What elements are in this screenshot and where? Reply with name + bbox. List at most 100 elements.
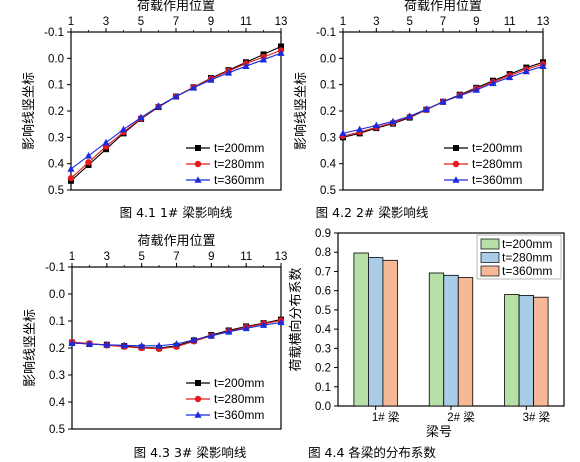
data-point [277, 318, 285, 326]
data-point [372, 121, 380, 129]
x-tick-label: 5 [406, 16, 412, 28]
y-tick-label: 0.2 [49, 343, 65, 355]
legend-label: t=200mm [502, 237, 552, 251]
data-point [172, 340, 181, 347]
data-point [224, 69, 233, 76]
legend-swatch [480, 252, 500, 263]
data-point [103, 340, 111, 348]
y-tick-label: 0.3 [315, 343, 331, 355]
data-point [172, 92, 180, 100]
data-point [119, 125, 128, 133]
y-tick-label: 0.1 [315, 382, 331, 394]
y-tick-label: 0.0 [315, 401, 331, 413]
bar [443, 274, 459, 407]
data-point [489, 79, 497, 87]
x-tick-label: 11 [240, 16, 252, 28]
data-point [389, 117, 397, 125]
y-tick-label: 0.3 [320, 132, 336, 144]
data-point [155, 342, 163, 349]
data-point [137, 113, 145, 121]
data-point [278, 43, 284, 50]
bar [504, 294, 520, 407]
bar-chart-panel: 0.0 0.1 0.2 0.3 0.4 0.5 0.6 0.7 0.8 0.9 1# 梁 2# 梁 3#… [288, 228, 565, 440]
line-chart-panel-1: 1 3 5 7 9 11 13-0.10.00.10.20.30.40.5荷载作用位置影响线… [21, 0, 287, 197]
legend: t=200mm t=280mm t=360mm [186, 141, 264, 187]
bar [533, 296, 549, 407]
y-tick-label: 0.1 [49, 316, 65, 328]
x-tick-label: 7 [173, 251, 179, 263]
x-tick-label: 1 [68, 16, 74, 28]
legend-label: t=200mm [214, 376, 264, 390]
legend-marker [195, 380, 201, 386]
y-tick-label: 0.4 [320, 159, 337, 171]
figure-caption: 图 4.1 1# 梁影响线 [120, 205, 233, 220]
y-tick-label: 0.0 [48, 53, 64, 65]
line-chart-panel-3: 1 3 5 7 9 11 13-0.10.00.10.20.30.40.5荷载作用位置影响线… [22, 234, 287, 436]
legend-label: t=280mm [214, 157, 264, 171]
data-point [85, 340, 94, 347]
x-axis-label: 荷载作用位置 [137, 0, 215, 14]
y-tick-label: 0.3 [48, 132, 64, 144]
data-point [522, 67, 530, 75]
legend-marker [194, 160, 202, 168]
y-tick-label: 0.6 [315, 286, 331, 298]
legend-marker [195, 145, 201, 151]
x-tick-label: 7 [440, 16, 446, 28]
y-tick-label: 0.2 [320, 106, 336, 118]
data-point [67, 165, 75, 172]
figure-caption: 图 4.2 2# 梁影响线 [316, 205, 429, 220]
y-tick-label: 0.5 [48, 185, 64, 197]
legend-label: t=360mm [214, 173, 264, 187]
legend-marker [452, 160, 460, 168]
figure-caption: 图 4.3 3# 梁影响线 [134, 445, 247, 460]
legend-label: t=280mm [472, 157, 522, 171]
data-point [225, 328, 233, 335]
data-point [506, 73, 514, 81]
y-axis-label: 影响线竖坐标 [293, 72, 309, 150]
legend-marker [194, 411, 202, 418]
data-point [207, 332, 215, 339]
data-point [242, 324, 250, 332]
y-axis-label: 影响线竖坐标 [21, 72, 37, 150]
legend-label: t=200mm [214, 141, 264, 155]
x-tick-label: 13 [275, 16, 288, 28]
y-axis-label: 荷载横向分布系数 [288, 267, 304, 371]
category-label: 1# 梁 [372, 410, 400, 424]
legend-swatch [480, 265, 500, 277]
figure-caption: 图 4.4 各梁的分布系数 [308, 445, 436, 460]
bar [428, 272, 445, 407]
x-tick-label: 1 [340, 16, 346, 28]
legend-label: t=200mm [472, 141, 522, 155]
x-tick-label: 1 [69, 251, 75, 263]
bar [368, 257, 384, 407]
data-point [406, 112, 414, 120]
data-point [102, 138, 110, 146]
x-tick-label: 5 [138, 251, 144, 263]
category-label: 2# 梁 [447, 410, 475, 424]
legend-marker [194, 176, 202, 183]
y-tick-label: 0.1 [320, 80, 336, 92]
x-tick-label: 5 [138, 16, 144, 28]
x-tick-label: 3 [373, 16, 379, 28]
data-point [189, 84, 198, 91]
x-axis-label: 荷载作用位置 [137, 234, 215, 249]
line-chart-panel-2: 1 3 5 7 9 11 13-0.10.00.10.20.30.40.5荷载作用位置影响线… [293, 0, 549, 197]
legend-marker [194, 395, 202, 403]
data-point [242, 62, 250, 70]
x-tick-label: 9 [473, 16, 479, 28]
y-tick-label: 0.5 [315, 305, 331, 317]
data-point [120, 341, 128, 349]
y-tick-label: -0.1 [316, 27, 336, 39]
y-tick-label: 0.7 [315, 266, 331, 278]
y-tick-label: 0.8 [315, 247, 331, 259]
x-tick-label: 7 [173, 16, 179, 28]
x-tick-label: 11 [504, 16, 516, 28]
y-tick-label: 0.0 [49, 289, 65, 301]
legend-swatch [480, 238, 500, 250]
y-tick-label: 0.4 [49, 397, 66, 409]
y-tick-label: -0.1 [45, 262, 65, 274]
